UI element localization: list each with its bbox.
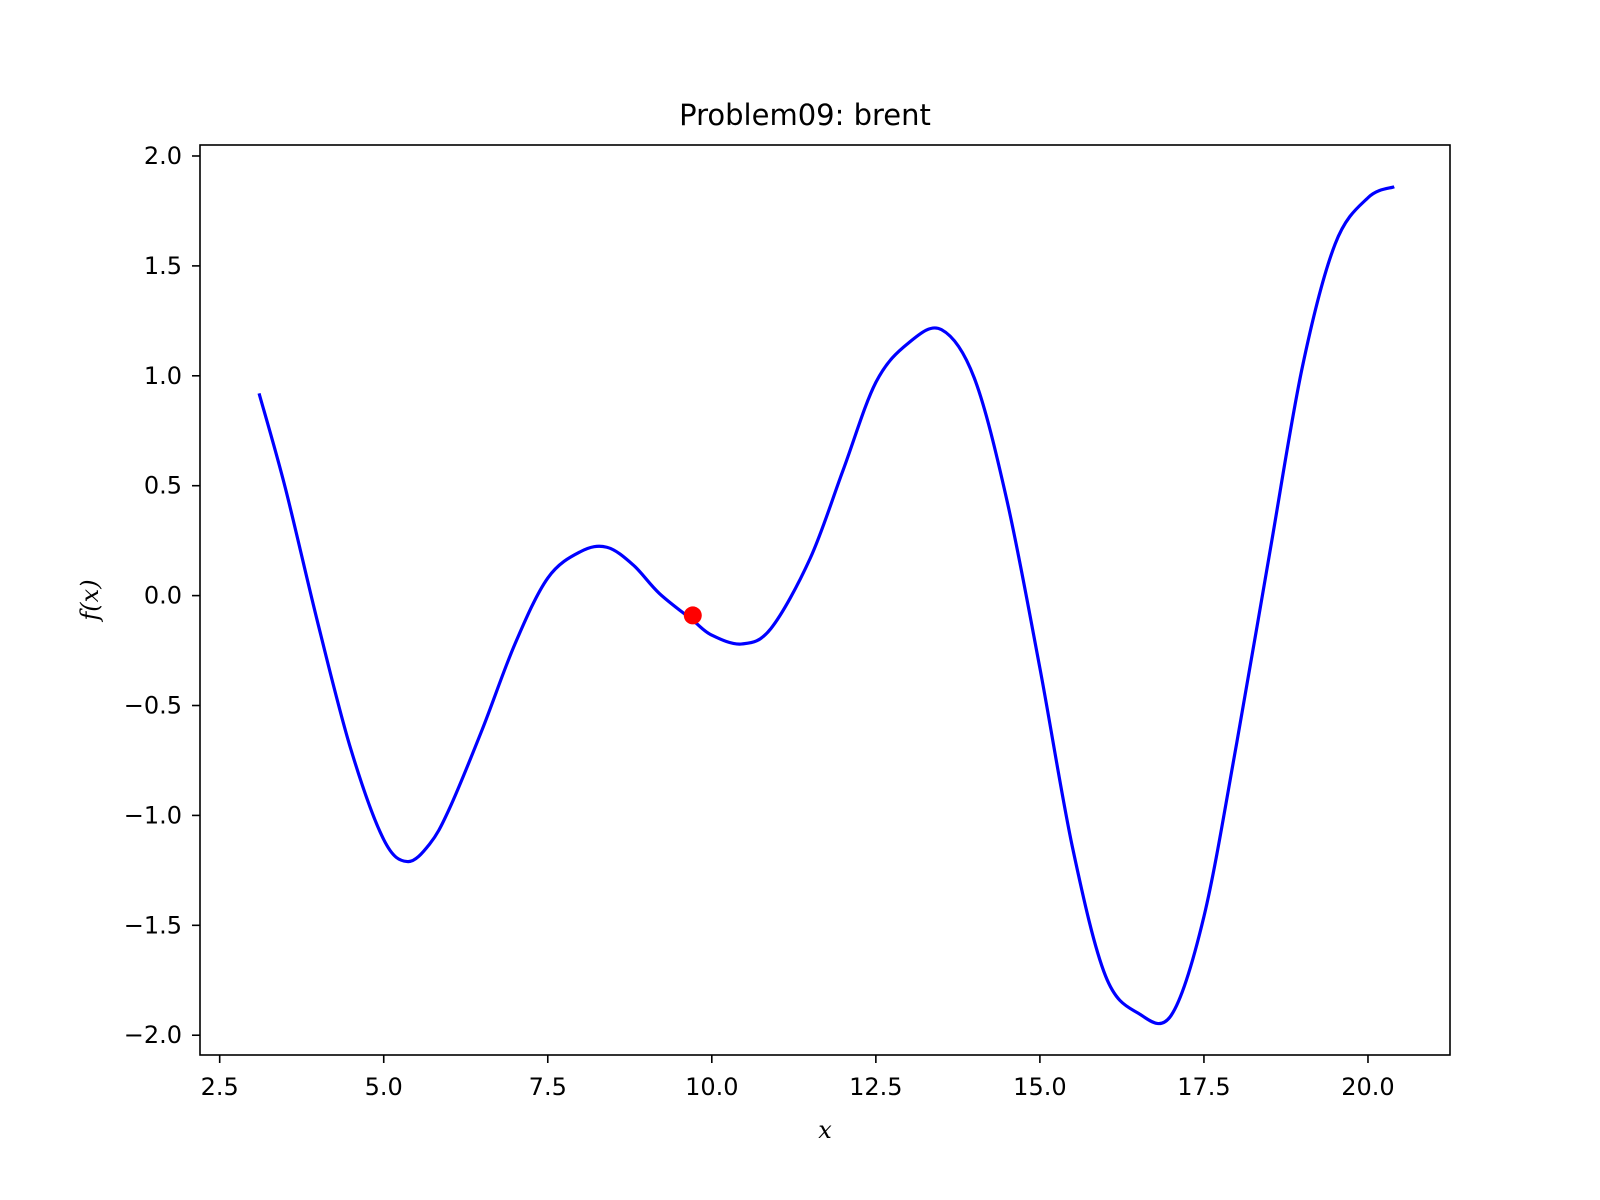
series-line xyxy=(257,185,1395,1026)
x-tick-label: 5.0 xyxy=(365,1073,403,1101)
x-axis: 2.5 5.0 7.5 10.0 12.5 15.0 17.5 20.0 xyxy=(201,1055,1395,1101)
x-tick-label: 17.5 xyxy=(1177,1073,1230,1101)
y-axis: 2.0 1.5 1.0 0.5 0.0 −0.5 −1.0 −1.5 −2.0 xyxy=(124,142,200,1049)
y-tick-label: −2.0 xyxy=(124,1021,182,1049)
y-tick-label: 0.5 xyxy=(144,472,182,500)
plot-frame xyxy=(199,144,1451,1056)
y-tick-label: 0.0 xyxy=(144,582,182,610)
plot-area xyxy=(199,144,1451,1056)
y-tick-label: 1.0 xyxy=(144,362,182,390)
y-axis-label: f(x) xyxy=(76,579,104,622)
y-tick-label: −0.5 xyxy=(124,692,182,720)
x-tick-label: 20.0 xyxy=(1341,1073,1394,1101)
y-tick-label: 1.5 xyxy=(144,252,182,280)
chart-title: Problem09: brent xyxy=(679,98,931,132)
x-tick-label: 15.0 xyxy=(1013,1073,1066,1101)
y-tick-label: 2.0 xyxy=(144,142,182,170)
plot-background xyxy=(200,145,1450,1055)
data-layer xyxy=(257,185,1395,1026)
x-tick-label: 12.5 xyxy=(849,1073,902,1101)
x-tick-label: 2.5 xyxy=(201,1073,239,1101)
y-tick-label: −1.0 xyxy=(124,801,182,829)
highlight-point xyxy=(683,606,702,625)
x-tick-label: 10.0 xyxy=(685,1073,738,1101)
x-axis-label: x xyxy=(818,1116,832,1144)
x-tick-label: 7.5 xyxy=(529,1073,567,1101)
y-tick-label: −1.5 xyxy=(124,911,182,939)
